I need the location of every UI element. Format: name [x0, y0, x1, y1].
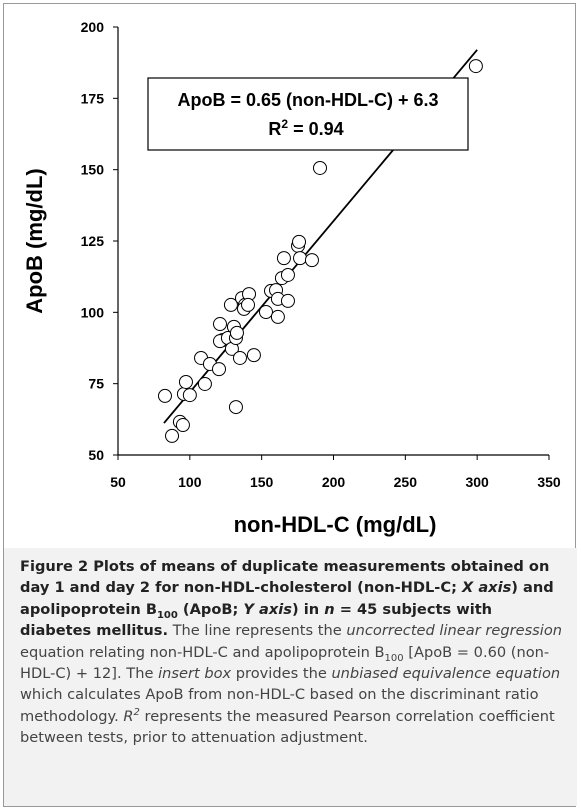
- caption-segment: Y axis: [243, 600, 292, 618]
- caption-segment: equation relating non-HDL-C and apolipop…: [20, 643, 385, 661]
- data-point: [292, 234, 307, 249]
- caption-segment: uncorrected linear regression: [346, 622, 563, 640]
- data-point: [270, 309, 285, 324]
- y-axis-label: ApoB (mg/dL): [22, 168, 47, 313]
- data-point: [293, 251, 308, 266]
- x-tick-label: 100: [178, 474, 202, 490]
- caption-segment: insert box: [158, 665, 232, 683]
- x-tick-label: 200: [322, 474, 346, 490]
- caption-segment: 100: [384, 652, 404, 664]
- caption-segment: unbiased equivalence equation: [331, 665, 561, 683]
- data-point: [213, 317, 228, 332]
- data-point: [182, 388, 197, 403]
- y-tick-label: 125: [81, 233, 105, 249]
- x-tick-label: 50: [110, 474, 126, 490]
- caption-segment: [ApoB = 0.60 (non-HDL-C) + 12]. The: [20, 643, 550, 683]
- data-point: [468, 59, 483, 74]
- caption-segment: X axis: [462, 579, 512, 597]
- data-point: [246, 348, 261, 363]
- y-tick-label: 50: [88, 447, 104, 463]
- data-point: [232, 350, 247, 365]
- caption-segment: which calculates ApoB from non-HDL-C bas…: [20, 686, 539, 725]
- data-point: [175, 418, 190, 433]
- data-point: [197, 376, 212, 391]
- caption-segment: Figure 2 Plots of means of duplicate mea…: [20, 558, 550, 597]
- caption-segment: represents the measured Pearson correlat…: [20, 707, 555, 747]
- annotation-equation: ApoB = 0.65 (non-HDL-C) + 6.3: [177, 90, 438, 110]
- r-sup: 2: [281, 117, 288, 131]
- caption-segment: 2: [133, 706, 140, 718]
- caption-segment: n: [324, 600, 335, 618]
- caption: Figure 2 Plots of means of duplicate mea…: [4, 548, 577, 806]
- data-point: [223, 297, 238, 312]
- r-base: R: [268, 119, 281, 139]
- annotation-box: [147, 77, 469, 151]
- data-point: [312, 160, 327, 175]
- caption-segment: (ApoB;: [177, 600, 244, 618]
- caption-segment: R: [123, 707, 134, 725]
- data-point: [280, 293, 295, 308]
- data-point: [211, 362, 226, 377]
- x-tick-label: 300: [465, 474, 489, 490]
- y-tick-label: 200: [81, 19, 105, 35]
- y-tick-label: 100: [81, 304, 105, 320]
- x-tick-label: 350: [537, 474, 561, 490]
- caption-segment: provides the: [231, 665, 332, 683]
- data-point: [280, 267, 295, 282]
- caption-segment: ) in: [292, 600, 325, 618]
- x-tick-label: 250: [394, 474, 418, 490]
- data-point: [241, 297, 256, 312]
- data-point: [304, 253, 319, 268]
- annotation-r2: R2 = 0.94: [268, 117, 343, 139]
- data-point: [178, 374, 193, 389]
- y-tick-label: 150: [81, 162, 105, 178]
- chart: non-HDL-C (mg/dL) ApoB (mg/dL) 50 75 100 12…: [22, 19, 561, 537]
- y-tick-label: 75: [88, 376, 104, 392]
- data-point: [258, 305, 273, 320]
- caption-segment: ) and apolipoprotein B: [20, 579, 554, 618]
- x-tick-label: 150: [250, 474, 274, 490]
- data-point: [276, 251, 291, 266]
- caption-segment: = 45 subjects with diabetes mellitus.: [20, 600, 493, 640]
- caption-segment: 100: [156, 609, 178, 621]
- data-point: [165, 428, 180, 443]
- data-point: [229, 325, 244, 340]
- data-point: [157, 388, 172, 403]
- data-point: [228, 400, 243, 415]
- r-rest: = 0.94: [288, 119, 344, 139]
- caption-segment: The line represents the: [168, 622, 347, 640]
- x-axis-label: non-HDL-C (mg/dL): [234, 512, 437, 537]
- y-tick-label: 175: [81, 90, 105, 106]
